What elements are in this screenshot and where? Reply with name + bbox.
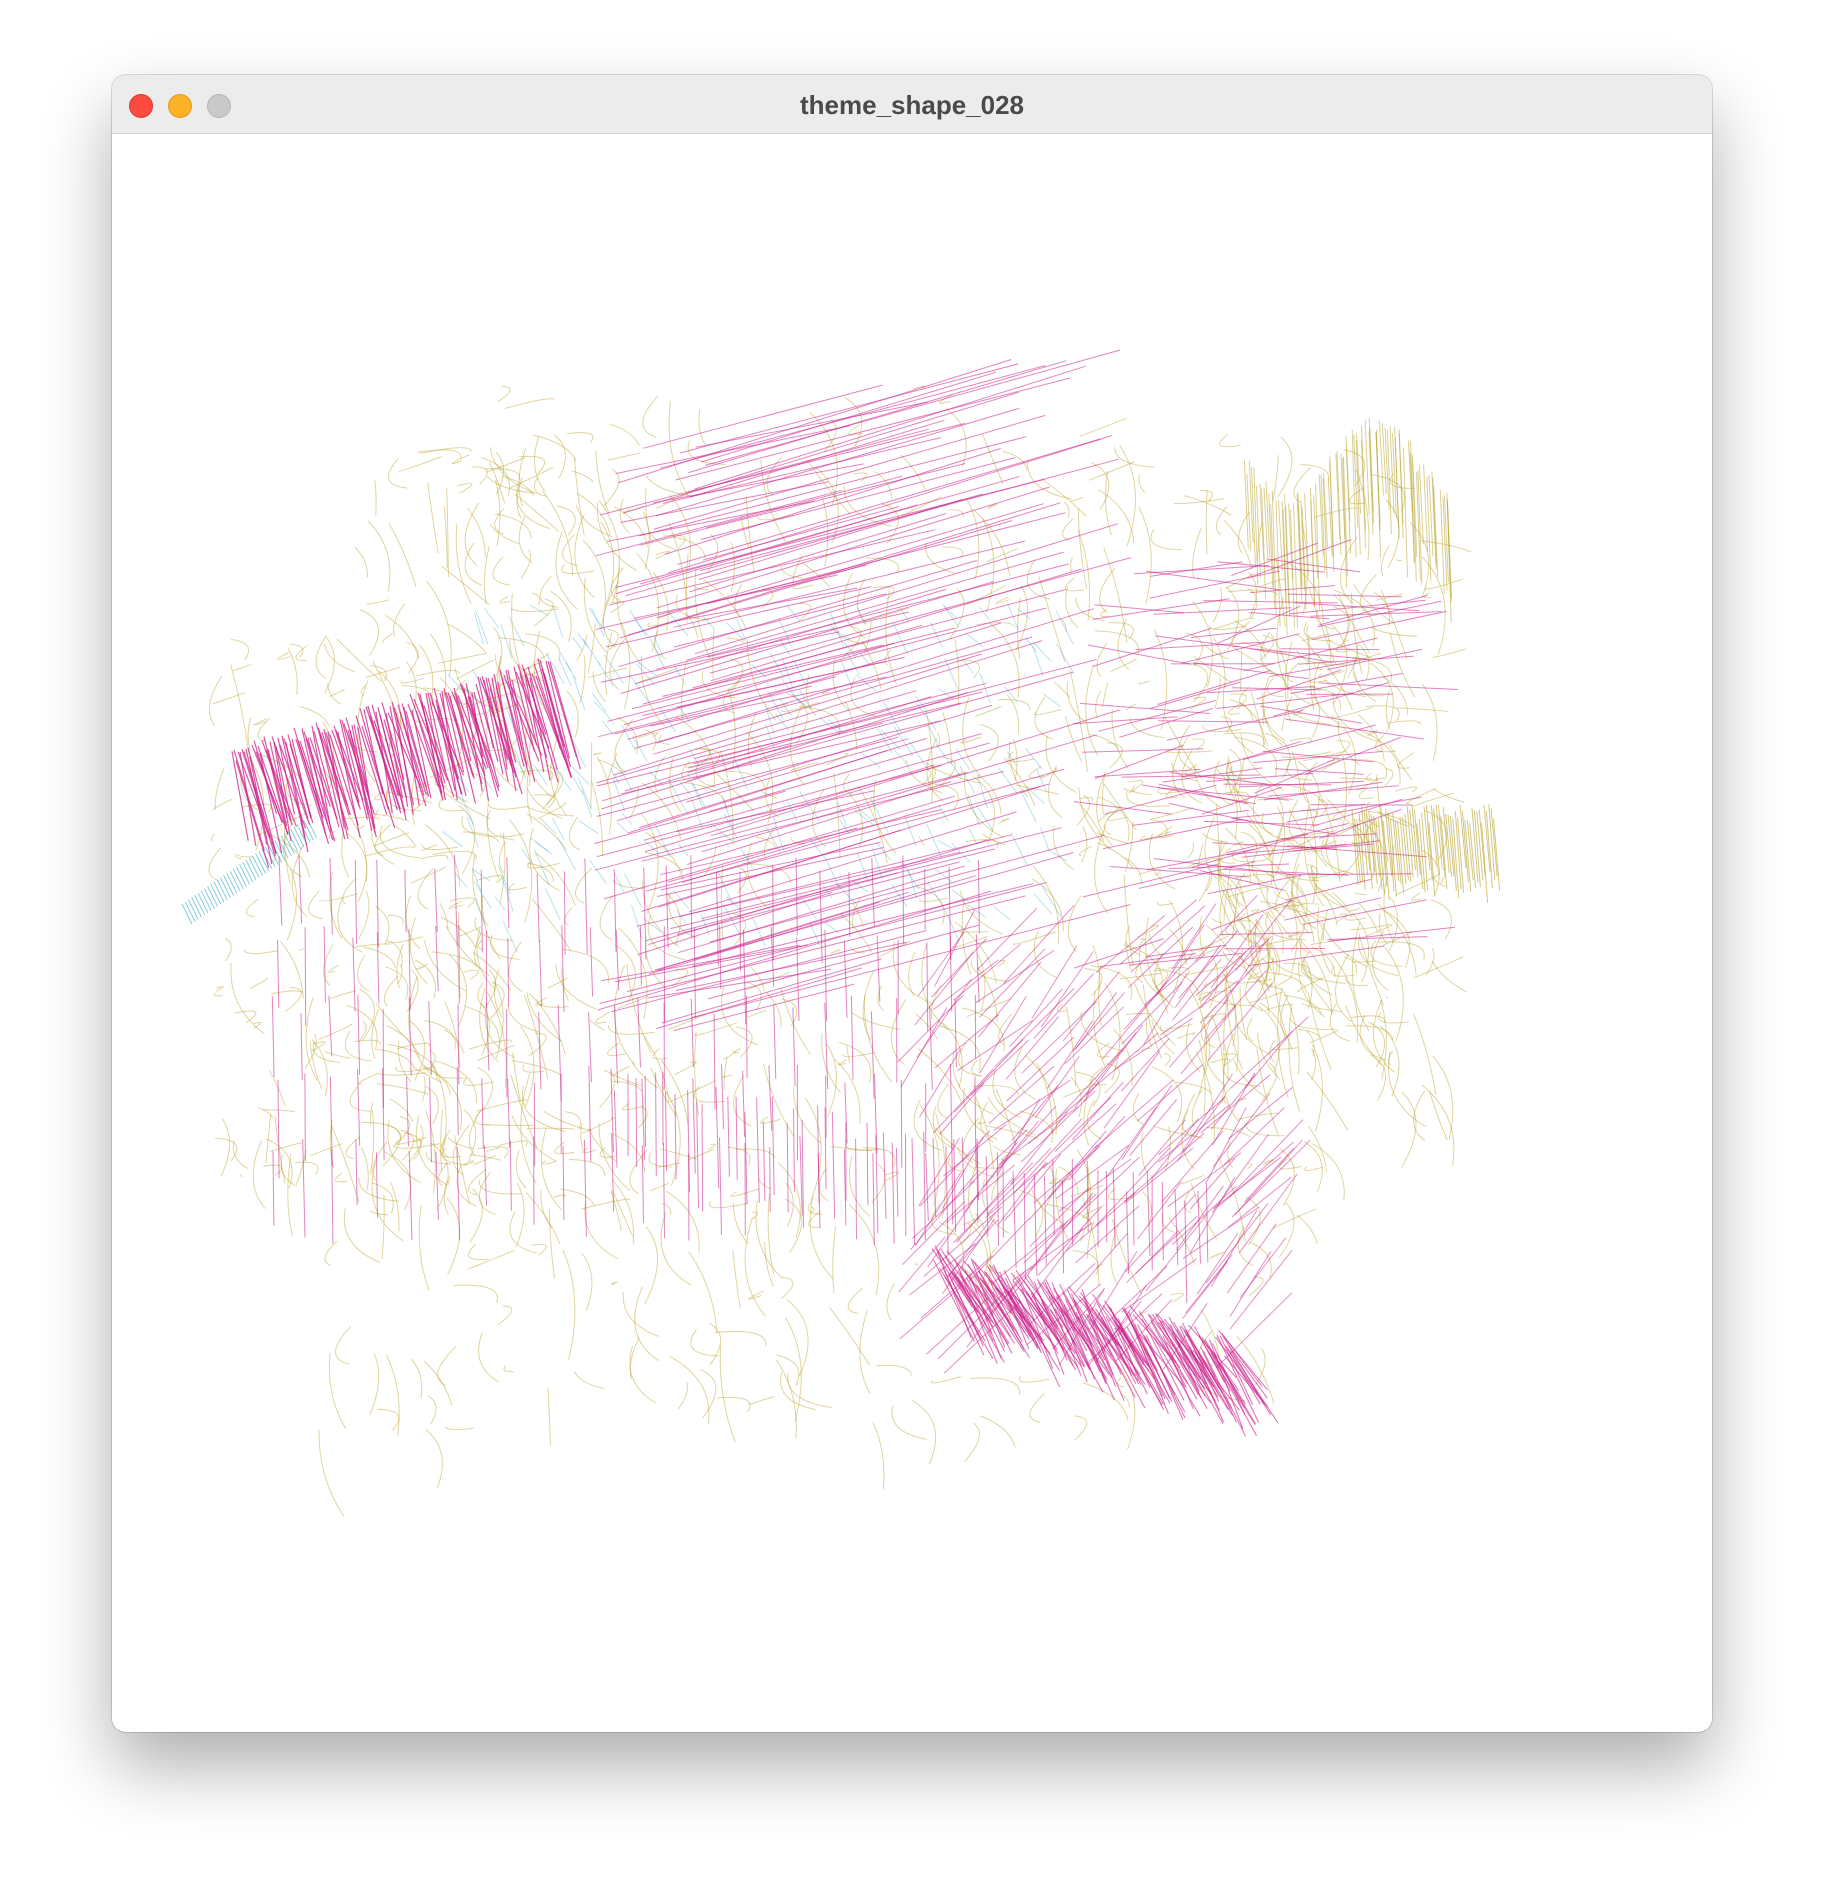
window-title: theme_shape_028 bbox=[799, 90, 1025, 120]
app-window: theme_shape_028 bbox=[112, 75, 1712, 1732]
close-button[interactable] bbox=[129, 94, 153, 118]
minimize-button[interactable] bbox=[168, 94, 192, 118]
title-bar[interactable]: theme_shape_028 bbox=[112, 75, 1712, 134]
drawing-canvas bbox=[112, 134, 1712, 1732]
generative-artwork bbox=[181, 349, 1501, 1517]
magenta-stroke-field bbox=[231, 349, 1458, 1437]
zoom-button[interactable] bbox=[207, 94, 231, 118]
olive-stroke-field bbox=[208, 385, 1501, 1517]
